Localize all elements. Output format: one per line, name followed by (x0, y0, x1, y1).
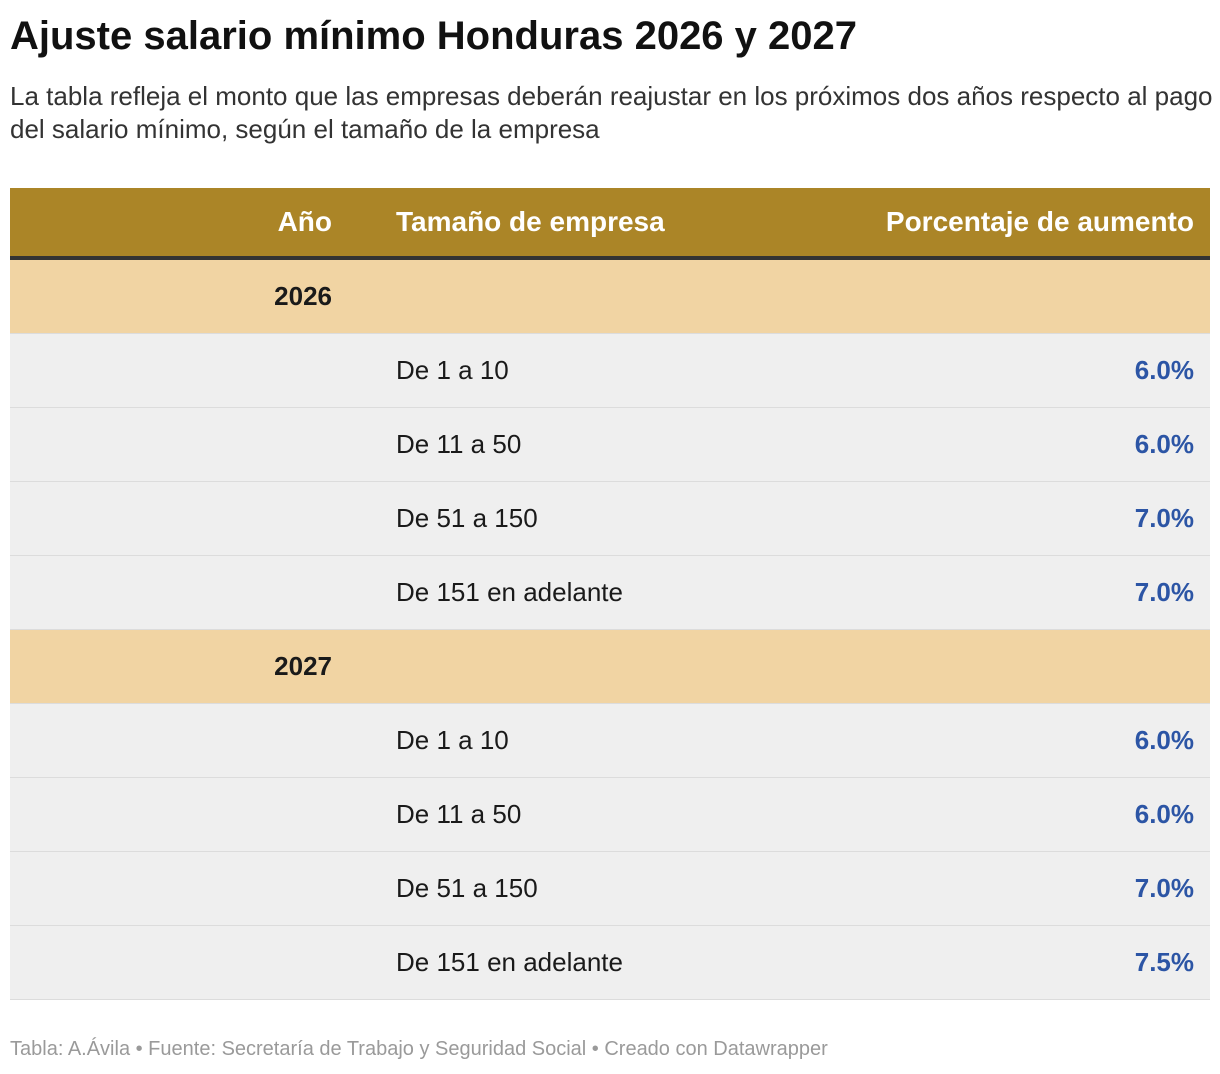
percent-cell: 7.0% (1134, 503, 1194, 533)
company-size-cell: De 1 a 10 (396, 355, 509, 385)
group-row-2026: 2026 (10, 260, 1210, 334)
percent-cell: 6.0% (1134, 725, 1194, 755)
table-header: Año Tamaño de empresa Porcentaje de aume… (10, 188, 1210, 260)
percent-cell: 7.0% (1134, 873, 1194, 903)
column-header-year[interactable]: Año (277, 206, 332, 237)
chart-title: Ajuste salario mínimo Honduras 2026 y 20… (10, 14, 858, 58)
data-table: Año Tamaño de empresa Porcentaje de aume… (10, 188, 1210, 1000)
group-year-label: 2026 (274, 281, 332, 311)
group-year-label: 2027 (274, 651, 332, 681)
percent-cell: 6.0% (1134, 429, 1194, 459)
company-size-cell: De 51 a 150 (396, 873, 538, 903)
percent-cell: 7.5% (1134, 947, 1194, 977)
table-row: De 11 a 50 6.0% (10, 408, 1210, 482)
table-row: De 151 en adelante 7.5% (10, 926, 1210, 1000)
percent-cell: 6.0% (1134, 355, 1194, 385)
column-header-size[interactable]: Tamaño de empresa (396, 206, 665, 237)
company-size-cell: De 11 a 50 (396, 429, 522, 459)
percent-cell: 7.0% (1134, 577, 1194, 607)
table-row: De 51 a 150 7.0% (10, 852, 1210, 926)
table-row: De 1 a 10 6.0% (10, 334, 1210, 408)
table-row: De 11 a 50 6.0% (10, 778, 1210, 852)
company-size-cell: De 51 a 150 (396, 503, 538, 533)
group-row-2027: 2027 (10, 630, 1210, 704)
company-size-cell: De 151 en adelante (396, 577, 623, 607)
column-header-percent[interactable]: Porcentaje de aumento (885, 206, 1194, 237)
percent-cell: 6.0% (1134, 799, 1194, 829)
table-row: De 51 a 150 7.0% (10, 482, 1210, 556)
company-size-cell: De 1 a 10 (396, 725, 509, 755)
table-row: De 151 en adelante 7.0% (10, 556, 1210, 630)
company-size-cell: De 11 a 50 (396, 799, 522, 829)
chart-subtitle: La tabla refleja el monto que las empres… (10, 81, 1213, 144)
company-size-cell: De 151 en adelante (396, 947, 623, 977)
source-footer: Tabla: A.Ávila • Fuente: Secretaría de T… (10, 1038, 828, 1060)
table-row: De 1 a 10 6.0% (10, 704, 1210, 778)
